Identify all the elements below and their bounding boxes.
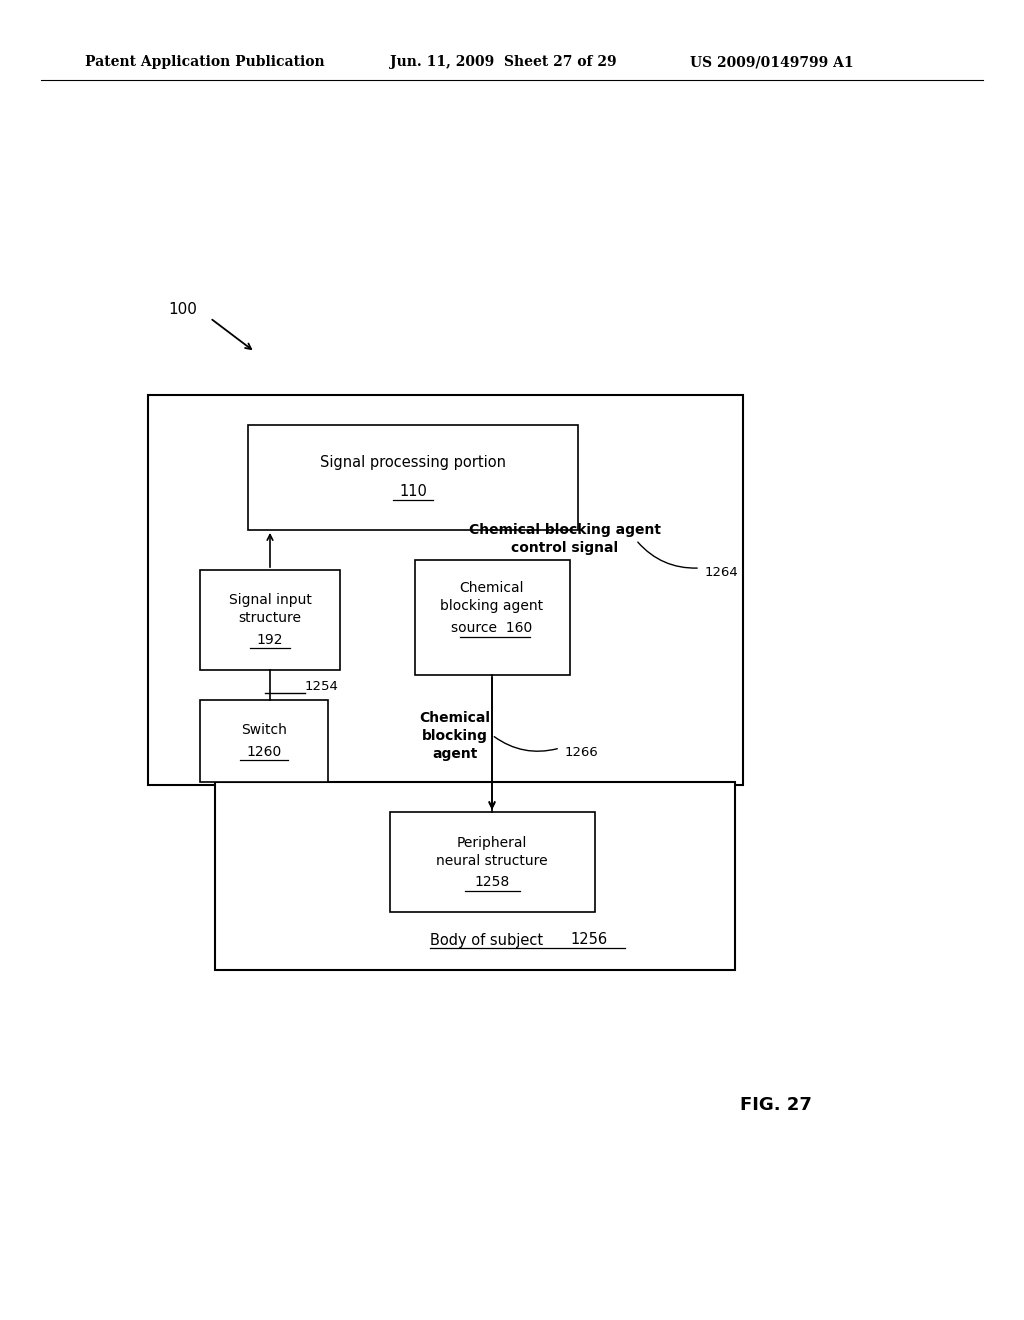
Text: 1256: 1256 [570,932,607,948]
Text: 1264: 1264 [705,565,738,578]
Text: Chemical: Chemical [420,711,490,725]
Text: blocking: blocking [422,729,488,743]
Bar [415,560,570,675]
Bar [248,425,578,531]
Text: Chemical blocking agent: Chemical blocking agent [469,523,662,537]
Text: blocking agent: blocking agent [440,599,544,612]
Text: Chemical: Chemical [460,581,524,595]
Bar [148,395,743,785]
Text: 1254: 1254 [305,680,339,693]
Text: FIG. 27: FIG. 27 [740,1096,812,1114]
Text: Signal input: Signal input [228,593,311,607]
Text: agent: agent [432,747,477,762]
Bar [215,781,735,970]
Bar [390,812,595,912]
Bar [200,700,328,781]
Text: 1266: 1266 [565,746,599,759]
Text: source  160: source 160 [452,620,532,635]
Text: Peripheral: Peripheral [457,836,527,850]
Text: neural structure: neural structure [436,854,548,869]
Text: structure: structure [239,611,301,624]
Text: Patent Application Publication: Patent Application Publication [85,55,325,69]
Text: Body of subject: Body of subject [430,932,543,948]
Text: 100: 100 [168,302,197,318]
Text: Switch: Switch [241,723,287,737]
Text: 192: 192 [257,634,284,647]
Text: 1258: 1258 [474,875,510,888]
Text: Signal processing portion: Signal processing portion [319,455,506,470]
Bar [200,570,340,671]
Text: US 2009/0149799 A1: US 2009/0149799 A1 [690,55,854,69]
Text: 110: 110 [399,484,427,499]
Text: Jun. 11, 2009  Sheet 27 of 29: Jun. 11, 2009 Sheet 27 of 29 [390,55,616,69]
Text: control signal: control signal [511,541,618,554]
Text: 1260: 1260 [247,744,282,759]
